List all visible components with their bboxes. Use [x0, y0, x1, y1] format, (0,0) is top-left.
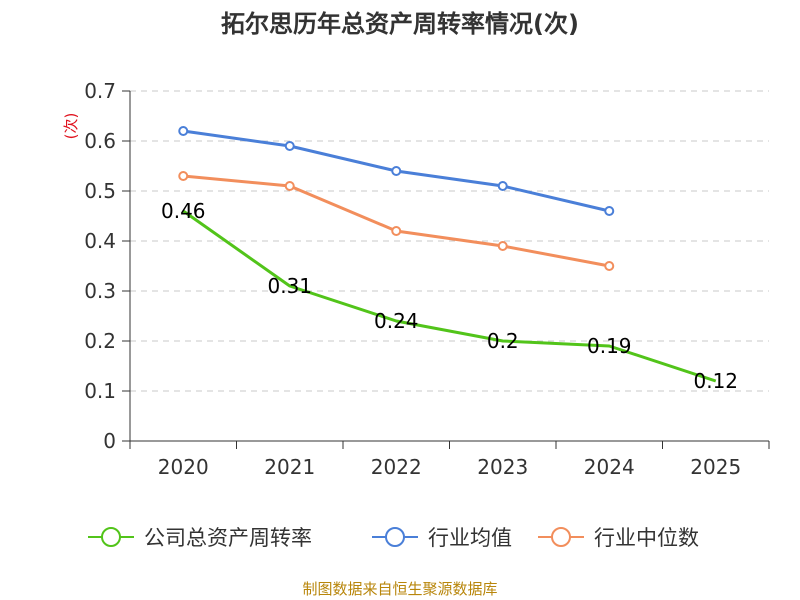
series-line: [182, 209, 717, 383]
data-label: 0.46: [161, 199, 206, 223]
x-tick-label: 2023: [477, 455, 528, 479]
y-tick-label: 0.2: [84, 329, 116, 353]
grid: [130, 90, 769, 392]
x-tick-label: 2025: [690, 455, 741, 479]
data-point: [178, 126, 189, 136]
data-label: 0.2: [487, 329, 519, 353]
chart-title: 拓尔思历年总资产周转率情况(次): [221, 10, 579, 38]
y-tick-label: 0: [103, 429, 116, 453]
legend-label: 行业均值: [428, 526, 512, 550]
source-note: 制图数据来自恒生聚源数据库: [302, 580, 497, 598]
data-point: [178, 171, 189, 181]
x-tick-label: 2024: [584, 455, 635, 479]
data-point: [497, 181, 508, 191]
y-tick-label: 0.5: [84, 179, 116, 203]
series-line: [183, 174, 610, 268]
legend-marker: [385, 527, 405, 547]
data-point: [604, 261, 615, 271]
legend-marker: [101, 527, 121, 547]
x-tick-label: 2021: [264, 455, 315, 479]
data-label: 0.19: [587, 334, 632, 358]
data-point: [284, 181, 295, 191]
legend-marker: [551, 527, 571, 547]
y-axis-label: (次): [62, 113, 80, 140]
series-group: [178, 126, 717, 383]
data-label: 0.31: [267, 274, 312, 298]
y-tick-label: 0.3: [84, 279, 116, 303]
y-tick-label: 0.4: [84, 229, 116, 253]
data-point: [604, 206, 615, 216]
data-point: [497, 241, 508, 251]
legend-label: 公司总资产周转率: [144, 526, 312, 550]
data-point: [284, 141, 295, 151]
y-tick-label: 0.7: [84, 79, 116, 103]
legend-label: 行业中位数: [594, 526, 699, 550]
data-labels: 0.46 0.31 0.24 0.2 0.19 0.12: [161, 199, 738, 393]
data-point: [391, 226, 402, 236]
y-tick-label: 0.1: [84, 379, 116, 403]
data-point: [391, 166, 402, 176]
y-tick-label: 0.6: [84, 129, 116, 153]
legend: 公司总资产周转率 行业均值 行业中位数: [88, 526, 699, 550]
axes: 0 0.1 0.2 0.3 0.4 0.5 0.6 0.7 2020 2021 2022 2023 20…: [84, 79, 770, 479]
x-tick-label: 2022: [371, 455, 422, 479]
x-tick-label: 2020: [158, 455, 209, 479]
data-label: 0.12: [693, 369, 738, 393]
data-label: 0.24: [374, 309, 419, 333]
